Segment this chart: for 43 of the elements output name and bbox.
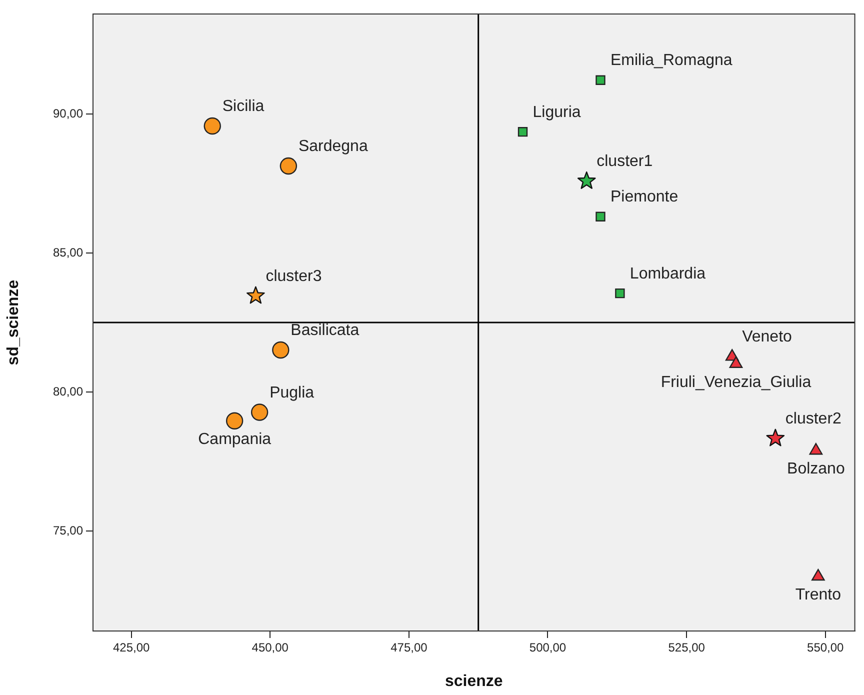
point (577, 171, 596, 189)
annotation: cluster3 (266, 268, 322, 285)
point (615, 288, 625, 298)
x-tick-label: 475,00 (390, 640, 428, 655)
annotation: Friuli_Venezia_Giulia (660, 374, 812, 391)
y-axis-title: sd_scienze (5, 280, 22, 366)
y-tick-label: 80,00 (52, 384, 84, 398)
point (272, 341, 290, 359)
point (596, 75, 606, 85)
y-tick-label: 75,00 (52, 523, 84, 538)
point (250, 404, 268, 421)
x-tick-label: 450,00 (252, 640, 289, 655)
point (280, 157, 298, 175)
annotation: Bolzano (787, 460, 845, 478)
y-tick-label: 90,00 (52, 106, 84, 120)
annotation: Emilia_Romagna (610, 52, 732, 70)
point (204, 117, 221, 135)
annotation: Liguria (532, 104, 581, 121)
annotation: Puglia (270, 384, 314, 402)
annotation: Campania (198, 430, 272, 448)
x-tick-label: 525,00 (668, 640, 706, 655)
annotation: Sardegna (298, 138, 368, 156)
point (811, 568, 825, 581)
annotation: Lombardia (630, 265, 706, 282)
annotation: Veneto (742, 328, 792, 346)
point (729, 356, 743, 368)
point (246, 286, 265, 304)
annotation: Piemonte (610, 188, 678, 206)
point (766, 428, 785, 446)
x-axis-title: scienze (444, 672, 503, 690)
annotation: Trento (795, 586, 842, 604)
annotation: cluster2 (785, 410, 842, 428)
point (226, 412, 244, 430)
annotation: Sicilia (222, 98, 264, 116)
y-tick-label: 85,00 (52, 245, 84, 260)
x-tick-label: 500,00 (529, 640, 566, 655)
annotation: cluster1 (596, 153, 653, 170)
point (596, 212, 606, 222)
point (518, 127, 528, 137)
x-tick-label: 425,00 (112, 640, 150, 655)
annotation: Basilicata (290, 322, 360, 340)
point (809, 443, 823, 455)
x-tick-label: 550,00 (807, 640, 844, 655)
